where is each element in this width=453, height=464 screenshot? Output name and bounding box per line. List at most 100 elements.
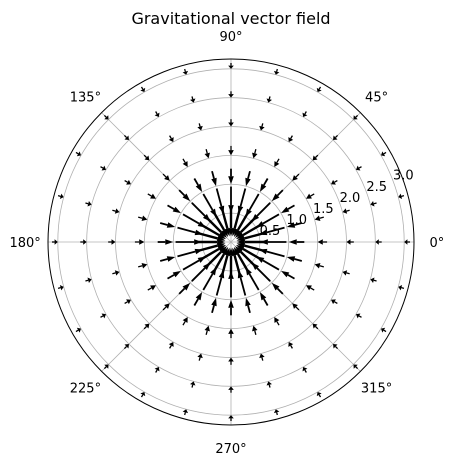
vector-arrow xyxy=(316,86,322,93)
vector-arrow xyxy=(255,256,280,271)
vector-arrow xyxy=(245,170,251,187)
vector-arrow xyxy=(157,239,174,245)
vector-arrow xyxy=(312,323,319,330)
theta-tick-label: 180° xyxy=(9,236,40,251)
vector-arrow xyxy=(143,154,150,161)
vector-arrow xyxy=(286,222,303,228)
vector-arrow xyxy=(134,239,145,245)
theta-tick-label: 225° xyxy=(70,382,101,397)
vector-arrow xyxy=(258,248,285,258)
vector-arrow xyxy=(353,364,359,370)
vector-arrow xyxy=(168,341,174,349)
vector-arrow xyxy=(252,149,258,159)
vector-arrow xyxy=(305,193,315,199)
vector-arrow xyxy=(147,285,157,291)
vector-arrow xyxy=(204,325,210,335)
vector-arrow xyxy=(182,316,188,326)
vector-arrow xyxy=(143,323,150,330)
vector-arrow xyxy=(251,262,271,282)
vector-arrow xyxy=(51,239,58,245)
vector-arrow xyxy=(204,149,210,159)
vector-arrow xyxy=(228,357,234,365)
theta-tick-label: 45° xyxy=(365,90,388,105)
vector-arrow xyxy=(159,256,176,262)
vector-arrow xyxy=(103,364,109,370)
vector-arrow xyxy=(342,208,350,214)
vector-arrow xyxy=(271,282,284,295)
vector-arrow xyxy=(57,193,64,200)
vector-arrow xyxy=(380,327,387,333)
vector-arrow xyxy=(191,262,211,282)
vector-arrow xyxy=(333,134,339,140)
vector-arrow xyxy=(100,313,107,319)
vector-arrow xyxy=(75,327,82,333)
vector-arrow xyxy=(316,391,322,398)
vector-arrow xyxy=(228,145,234,156)
vector-arrow xyxy=(317,239,328,245)
r-tick-label: 2.5 xyxy=(366,180,387,195)
vector-arrow xyxy=(330,299,338,305)
vector-arrow xyxy=(75,151,82,157)
r-tick-label: 0.5 xyxy=(260,224,281,239)
vector-arrow xyxy=(258,226,285,236)
vector-arrow xyxy=(271,189,284,202)
vector-arrow xyxy=(182,256,207,271)
vector-arrow xyxy=(302,366,308,373)
vector-arrow xyxy=(314,215,324,221)
vector-arrow xyxy=(177,226,204,236)
vector-arrow xyxy=(191,202,211,222)
vector-arrow xyxy=(312,154,319,161)
vector-arrow xyxy=(197,353,203,361)
theta-tick-label: 315° xyxy=(361,382,392,397)
vector-arrow xyxy=(404,239,411,245)
vector-arrow xyxy=(305,285,315,291)
vector-arrow xyxy=(346,239,354,245)
vector-arrow xyxy=(182,409,189,416)
vector-arrow xyxy=(228,299,234,316)
vector-arrow xyxy=(266,96,272,103)
vector-arrow xyxy=(280,270,295,280)
vector-arrow xyxy=(112,208,120,214)
vector-arrow xyxy=(398,284,405,291)
vector-arrow xyxy=(398,193,405,200)
vector-arrow xyxy=(288,341,294,349)
radial-tick-labels: 0.5 1.0 1.5 2.0 2.5 3.0 xyxy=(260,169,414,239)
vector-arrow xyxy=(140,391,146,398)
vector-arrow xyxy=(123,344,129,350)
vector-arrow xyxy=(147,193,157,199)
vector-arrow xyxy=(228,168,234,185)
vector-arrow xyxy=(202,193,217,218)
vector-arrow xyxy=(175,239,203,245)
vector-arrow xyxy=(342,270,350,276)
vector-arrow xyxy=(202,266,217,291)
vector-arrow xyxy=(228,415,234,422)
vector-arrow xyxy=(112,270,120,276)
theta-tick-label: 90° xyxy=(219,30,242,45)
vector-arrow xyxy=(330,179,338,185)
vector-arrow xyxy=(193,291,203,306)
vector-arrow xyxy=(375,239,382,245)
vector-arrow xyxy=(228,328,234,339)
theta-tick-labels: 0° 45° 90° 135° 180° 225° 270° 315° xyxy=(9,30,444,457)
vector-arrow xyxy=(138,215,148,221)
vector-arrow xyxy=(259,123,265,131)
vector-arrow xyxy=(288,135,294,143)
vector-arrow xyxy=(280,204,295,214)
vector-arrow xyxy=(228,270,234,298)
theta-tick-label: 135° xyxy=(70,90,101,105)
vector-arrow xyxy=(266,381,272,388)
vector-arrow xyxy=(100,165,107,171)
vector-arrow xyxy=(178,282,191,295)
vector-arrow xyxy=(190,96,196,103)
vector-arrow xyxy=(245,266,260,291)
vector-arrow xyxy=(215,269,225,296)
vector-arrow xyxy=(251,202,271,222)
vector-arrow xyxy=(245,193,260,218)
vector-arrow xyxy=(182,158,188,168)
vector-arrow xyxy=(353,114,359,120)
vector-arrow xyxy=(245,297,251,314)
vector-arrow xyxy=(85,277,92,283)
vector-arrow xyxy=(259,291,269,306)
vector-arrow xyxy=(292,173,300,181)
vector-arrow xyxy=(108,239,116,245)
